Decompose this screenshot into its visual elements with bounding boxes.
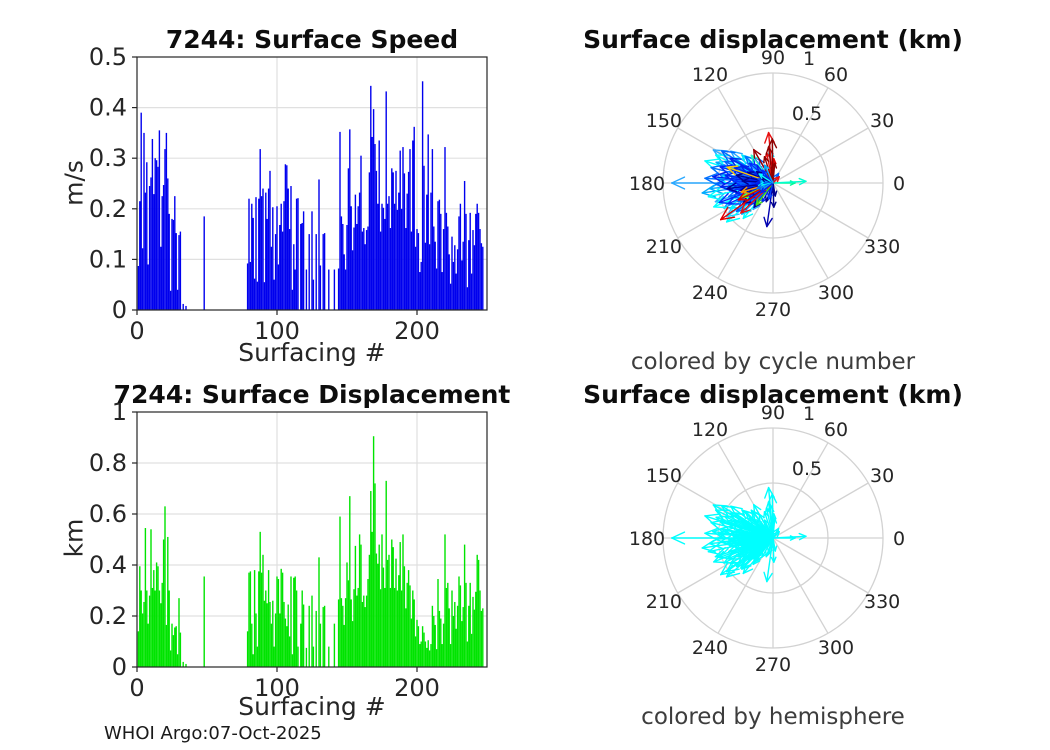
polar_hemisphere-plot: 0 30 60 90 120 150 180 210 240 270 300 330 0.5 1 — [629, 402, 905, 676]
polar-hemisphere-title: Surface displacement (km) — [583, 380, 963, 409]
svg-text:150: 150 — [646, 465, 682, 487]
svg-text:1: 1 — [803, 48, 815, 70]
svg-text:300: 300 — [818, 637, 854, 659]
speed-bars — [137, 81, 484, 311]
svg-text:0.5: 0.5 — [792, 103, 822, 125]
svg-text:150: 150 — [646, 110, 682, 132]
svg-text:330: 330 — [864, 591, 900, 613]
displacement-chart-ylabel: km — [59, 518, 89, 558]
svg-text:200: 200 — [394, 317, 440, 345]
svg-text:120: 120 — [692, 419, 728, 441]
polar-hemisphere-caption: colored by hemisphere — [641, 704, 905, 730]
svg-text:100: 100 — [254, 317, 300, 345]
speed-chart-xlabel: Surfacing # — [238, 338, 386, 367]
speed-plot: 0 100 200 0 0.1 0.2 0.3 0.4 0.5 — [89, 43, 488, 345]
svg-text:180: 180 — [629, 173, 665, 195]
displacement-chart-xlabel: Surfacing # — [238, 692, 386, 721]
svg-text:0: 0 — [112, 296, 127, 324]
svg-text:60: 60 — [824, 419, 848, 441]
svg-text:0.5: 0.5 — [89, 43, 127, 71]
svg-text:240: 240 — [692, 637, 728, 659]
svg-text:210: 210 — [646, 236, 682, 258]
svg-text:30: 30 — [870, 465, 894, 487]
svg-text:0.3: 0.3 — [89, 144, 127, 172]
svg-text:180: 180 — [629, 528, 665, 550]
svg-text:90: 90 — [761, 47, 785, 69]
svg-text:0.2: 0.2 — [89, 602, 127, 630]
polar-cycle-caption: colored by cycle number — [630, 349, 916, 375]
polar_hemisphere-arrows — [671, 486, 807, 583]
svg-text:330: 330 — [864, 236, 900, 258]
svg-text:240: 240 — [692, 282, 728, 304]
svg-text:0: 0 — [893, 528, 905, 550]
svg-text:0.6: 0.6 — [89, 500, 127, 528]
svg-text:270: 270 — [755, 299, 791, 321]
svg-text:0.4: 0.4 — [89, 94, 127, 122]
displacement-bars — [137, 436, 484, 667]
polar-cycle-title: Surface displacement (km) — [583, 25, 963, 54]
svg-text:100: 100 — [254, 674, 300, 702]
polar_cycle-plot: 0 30 60 90 120 150 180 210 240 270 300 330 0.5 1 — [629, 47, 905, 321]
svg-text:60: 60 — [824, 64, 848, 86]
svg-text:0.5: 0.5 — [792, 458, 822, 480]
svg-text:30: 30 — [870, 110, 894, 132]
watermark-text: WHOI Argo:07-Oct-2025 — [104, 723, 322, 744]
svg-text:1: 1 — [803, 403, 815, 425]
svg-text:120: 120 — [692, 64, 728, 86]
displacement-plot: 0 100 200 0 0.2 0.4 0.6 0.8 1 — [89, 398, 488, 702]
polar_cycle-arrows — [671, 131, 807, 228]
svg-text:210: 210 — [646, 591, 682, 613]
svg-text:0: 0 — [129, 674, 144, 702]
speed-chart-ylabel: m/s — [59, 160, 89, 206]
svg-text:270: 270 — [755, 654, 791, 676]
svg-text:200: 200 — [394, 674, 440, 702]
svg-text:90: 90 — [761, 402, 785, 424]
speed-chart-title: 7244: Surface Speed — [165, 25, 459, 54]
displacement-chart-title: 7244: Surface Displacement — [113, 380, 511, 409]
svg-text:1: 1 — [112, 398, 127, 426]
svg-text:0: 0 — [129, 317, 144, 345]
svg-text:0.4: 0.4 — [89, 551, 127, 579]
svg-text:0.8: 0.8 — [89, 449, 127, 477]
svg-text:300: 300 — [818, 282, 854, 304]
svg-text:0.1: 0.1 — [89, 245, 127, 273]
svg-text:0: 0 — [112, 653, 127, 681]
svg-text:0: 0 — [893, 173, 905, 195]
svg-text:0.2: 0.2 — [89, 195, 127, 223]
